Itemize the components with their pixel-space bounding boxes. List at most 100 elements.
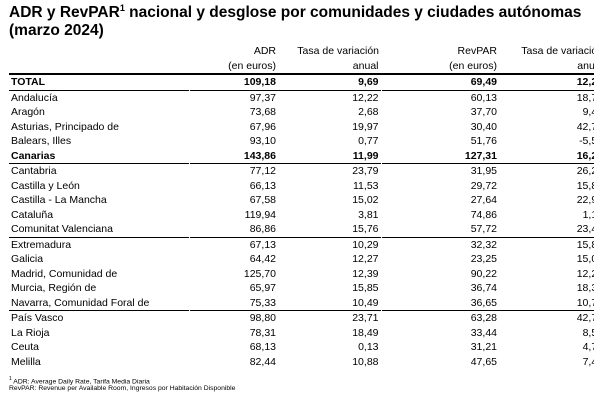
table-title: ADR y RevPAR1 nacional y desglose por co…: [9, 2, 585, 40]
revpar-variation-value: 15,81: [499, 236, 594, 252]
revpar-variation-value: 9,41: [582, 106, 594, 118]
header-adr-unit: (en euros): [188, 58, 278, 75]
region-name: Cataluña: [11, 208, 54, 221]
revpar-variation-value: 7,45: [582, 355, 594, 368]
revpar-value: 36,65: [380, 295, 499, 311]
revpar-variation-value: 12,24: [576, 76, 594, 88]
revpar-variation-value: 16,29: [576, 149, 594, 162]
adr-value: 125,70: [188, 266, 278, 281]
revpar-variation-value: 23,48: [576, 223, 594, 235]
adr-variation-value: 12,22: [278, 89, 381, 105]
revpar-variation-value: 4,79: [582, 341, 594, 353]
adr-variation-value: 0,13: [358, 341, 379, 353]
table-body: TOTAL109,189,6969,4912,24Andalucía97,371…: [9, 74, 594, 369]
adr-variation-value: 10,49: [352, 296, 379, 309]
region-name: Castilla - La Mancha: [11, 194, 107, 206]
adr-value: 97,37: [188, 89, 278, 105]
adr-value: 78,31: [188, 325, 278, 340]
adr-variation-value: 12,39: [352, 267, 379, 280]
region-name: Andalucía: [9, 89, 189, 105]
revpar-variation-value: 10,79: [576, 296, 594, 309]
adr-variation-value: 19,97: [352, 120, 379, 133]
region-name: Melilla: [11, 355, 41, 368]
revpar-value: 29,72: [380, 178, 499, 193]
revpar-variation-value: 12,26: [576, 267, 594, 280]
title-footnote-marker: 1: [119, 2, 125, 13]
footnote-adr-text: ADR: Average Daily Rate, Tarifa Media Di…: [11, 378, 150, 386]
header-name: [9, 44, 189, 59]
adr-variation-value: 9,69: [358, 76, 379, 88]
region-name: Navarra, Comunidad Foral de: [11, 296, 150, 309]
header-revpar-unit: (en euros): [380, 58, 499, 75]
adr-value: 86,86: [188, 222, 278, 237]
revpar-variation-value: 15,08: [576, 253, 594, 265]
revpar-value: 27,64: [380, 193, 499, 208]
adr-value: 75,33: [188, 295, 278, 311]
header-revpar-variation: Tasa de variación: [521, 45, 594, 57]
revpar-variation-value: -5,57: [579, 135, 594, 147]
region-name: Ceuta: [11, 341, 40, 353]
adr-variation-value: 23,79: [278, 163, 381, 179]
header-row-1: ADR Tasa de variación RevPAR Tasa de var…: [9, 44, 594, 59]
revpar-value: 30,40: [380, 119, 499, 134]
revpar-variation-value: 22,90: [576, 194, 594, 206]
revpar-value: 33,44: [380, 325, 499, 340]
footnote-adr: 1 ADR: Average Daily Rate, Tarifa Media …: [9, 375, 150, 386]
region-name: TOTAL: [11, 76, 46, 88]
adr-variation-value: 15,76: [352, 223, 379, 235]
region-name: Canarias: [11, 149, 56, 162]
adr-value: 119,94: [188, 207, 278, 222]
adr-value: 109,18: [188, 74, 278, 90]
region-name: Castilla y León: [11, 179, 80, 192]
header-adr-variation: Tasa de variación: [297, 45, 379, 57]
footnote-revpar: RevPAR: Revenue per Available Room, Ingr…: [9, 385, 236, 392]
revpar-variation-value: 26,26: [499, 163, 594, 179]
adr-value: 67,13: [188, 236, 278, 252]
revpar-value: 127,31: [380, 148, 499, 164]
header-adr: ADR: [253, 45, 276, 57]
revpar-variation-value: 42,70: [576, 120, 594, 133]
region-name: Madrid, Comunidad de: [11, 267, 118, 280]
revpar-value: 31,21: [380, 340, 499, 355]
table-row: Navarra, Comunidad Foral de 75,33 10,49 36,…: [9, 295, 594, 311]
revpar-value: 51,76: [380, 134, 499, 149]
region-name: Comunitat Valenciana: [11, 223, 113, 235]
revpar-value: 47,65: [380, 354, 499, 369]
region-name: País Vasco: [9, 310, 189, 326]
revpar-value: 74,86: [380, 207, 499, 222]
adr-value: 77,12: [188, 163, 278, 179]
revpar-value: 60,13: [380, 89, 499, 105]
adr-value: 98,80: [188, 310, 278, 326]
header-adr-variation-unit: anual: [278, 58, 381, 75]
header-revpar-variation-unit: anual: [499, 58, 594, 75]
adr-value: 73,68: [188, 105, 278, 120]
adr-variation-value: 10,29: [278, 236, 381, 252]
region-name: La Rioja: [11, 326, 50, 339]
revpar-variation-value: 1,13: [582, 208, 594, 221]
region-name: Extremadura: [9, 236, 189, 252]
adr-value: 82,44: [188, 354, 278, 369]
revpar-variation-value: 8,57: [582, 326, 594, 339]
revpar-value: 37,70: [380, 105, 499, 120]
adr-variation-value: 3,81: [358, 208, 379, 221]
revpar-value: 57,72: [380, 222, 499, 237]
revpar-value: 69,49: [380, 74, 499, 90]
adr-variation-value: 11,53: [353, 179, 379, 192]
footnote-marker: 1: [9, 376, 12, 382]
adr-revpar-table: ADR Tasa de variación RevPAR Tasa de var…: [9, 44, 594, 369]
